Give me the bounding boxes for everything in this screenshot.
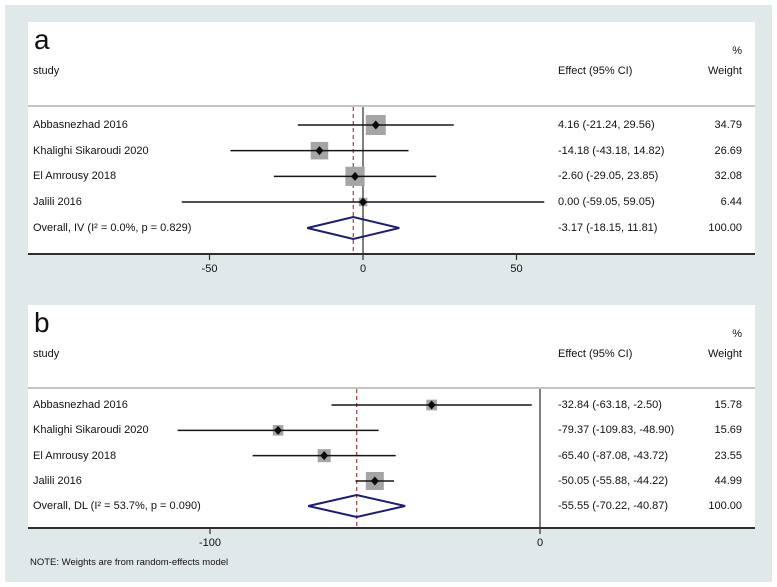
- overall-label: Overall, DL (I² = 53.7%, p = 0.090): [33, 500, 201, 512]
- study-label: Jalili 2016: [33, 196, 82, 208]
- study-label: Jalili 2016: [33, 474, 82, 487]
- effect-marker: [371, 120, 380, 130]
- effect-ci-value: -50.05 (-55.88, -44.22): [558, 474, 669, 487]
- overall-weight-value: 100.00: [708, 222, 742, 234]
- x-axis-tick-label: 0: [536, 537, 544, 549]
- effect-ci-value: -32.84 (-63.18, -2.50): [558, 399, 662, 411]
- footnote: NOTE: Weights are from random-effects mo…: [30, 557, 229, 568]
- forest-panel-b: b % study Effect (95% CI) Weight Abbasne…: [28, 305, 755, 549]
- forest-panel-a: a % study Effect (95% CI) Weight Abbasne…: [28, 22, 755, 275]
- forest-rows-b: Abbasnezhad 2016 -32.84 (-63.18, -2.50) 15…: [28, 305, 755, 549]
- effect-ci-value: 0.00 (-59.05, 59.05): [558, 196, 655, 208]
- study-column-header: study: [33, 348, 60, 360]
- weight-column-header: Weight: [707, 348, 742, 360]
- effect-ci-value: -79.37 (-109.83, -48.90): [558, 424, 675, 437]
- pooled-diamond: [307, 215, 400, 241]
- study-label: Khalighi Sikaroudi 2020: [33, 424, 149, 437]
- overall-effect-ci-value: -55.55 (-70.22, -40.87): [558, 500, 669, 512]
- effect-marker: [351, 171, 360, 181]
- weight-column-header: Weight: [707, 65, 742, 77]
- weight-value: 23.55: [714, 449, 742, 462]
- overall-effect-ci-value: -3.17 (-18.15, 11.81): [558, 222, 658, 234]
- percent-column-header: %: [732, 328, 742, 340]
- overall-weight-value: 100.00: [708, 500, 742, 512]
- overall-label: Overall, IV (I² = 0.0%, p = 0.829): [33, 222, 192, 234]
- x-axis-tick-label: 50: [510, 263, 523, 275]
- weight-value: 44.99: [714, 474, 742, 487]
- effect-marker: [427, 400, 436, 410]
- panel-label-b: b: [34, 307, 50, 338]
- study-label: Abbasnezhad 2016: [33, 119, 128, 131]
- weight-value: 15.78: [714, 399, 742, 411]
- weight-value: 34.79: [714, 119, 742, 131]
- study-column-header: study: [33, 65, 60, 77]
- effect-ci-value: -65.40 (-87.08, -43.72): [558, 449, 669, 462]
- effect-ci-value: -2.60 (-29.05, 23.85): [558, 170, 659, 183]
- study-label: El Amrousy 2018: [33, 449, 117, 462]
- effect-marker: [359, 197, 367, 207]
- effect-column-header: Effect (95% CI): [558, 65, 633, 77]
- pooled-diamond: [308, 493, 406, 519]
- weight-value: 15.69: [714, 424, 742, 437]
- effect-marker: [315, 146, 324, 156]
- forest-plot-area-a: [28, 105, 755, 260]
- x-axis-tick-label: -50: [201, 263, 218, 275]
- weight-value: 32.08: [714, 170, 742, 183]
- effect-marker: [274, 425, 283, 435]
- effect-marker: [320, 451, 329, 461]
- weight-value: 26.69: [714, 144, 742, 157]
- effect-column-header: Effect (95% CI): [558, 348, 633, 360]
- effect-ci-value: 4.16 (-21.24, 29.56): [558, 119, 655, 131]
- percent-column-header: %: [732, 45, 742, 57]
- study-label: Khalighi Sikaroudi 2020: [33, 144, 149, 157]
- forest-rows-a: Abbasnezhad 2016 4.16 (-21.24, 29.56) 34.7…: [28, 22, 755, 275]
- panel-label-a: a: [34, 24, 50, 55]
- x-axis-tick-label: -100: [198, 537, 222, 549]
- forest-plot-area-b: [28, 387, 755, 534]
- study-label: Abbasnezhad 2016: [33, 399, 128, 411]
- study-label: El Amrousy 2018: [33, 170, 117, 183]
- effect-ci-value: -14.18 (-43.18, 14.82): [558, 144, 665, 157]
- weight-value: 6.44: [720, 196, 742, 208]
- x-axis-tick-label: 0: [359, 263, 367, 275]
- effect-marker: [370, 476, 379, 486]
